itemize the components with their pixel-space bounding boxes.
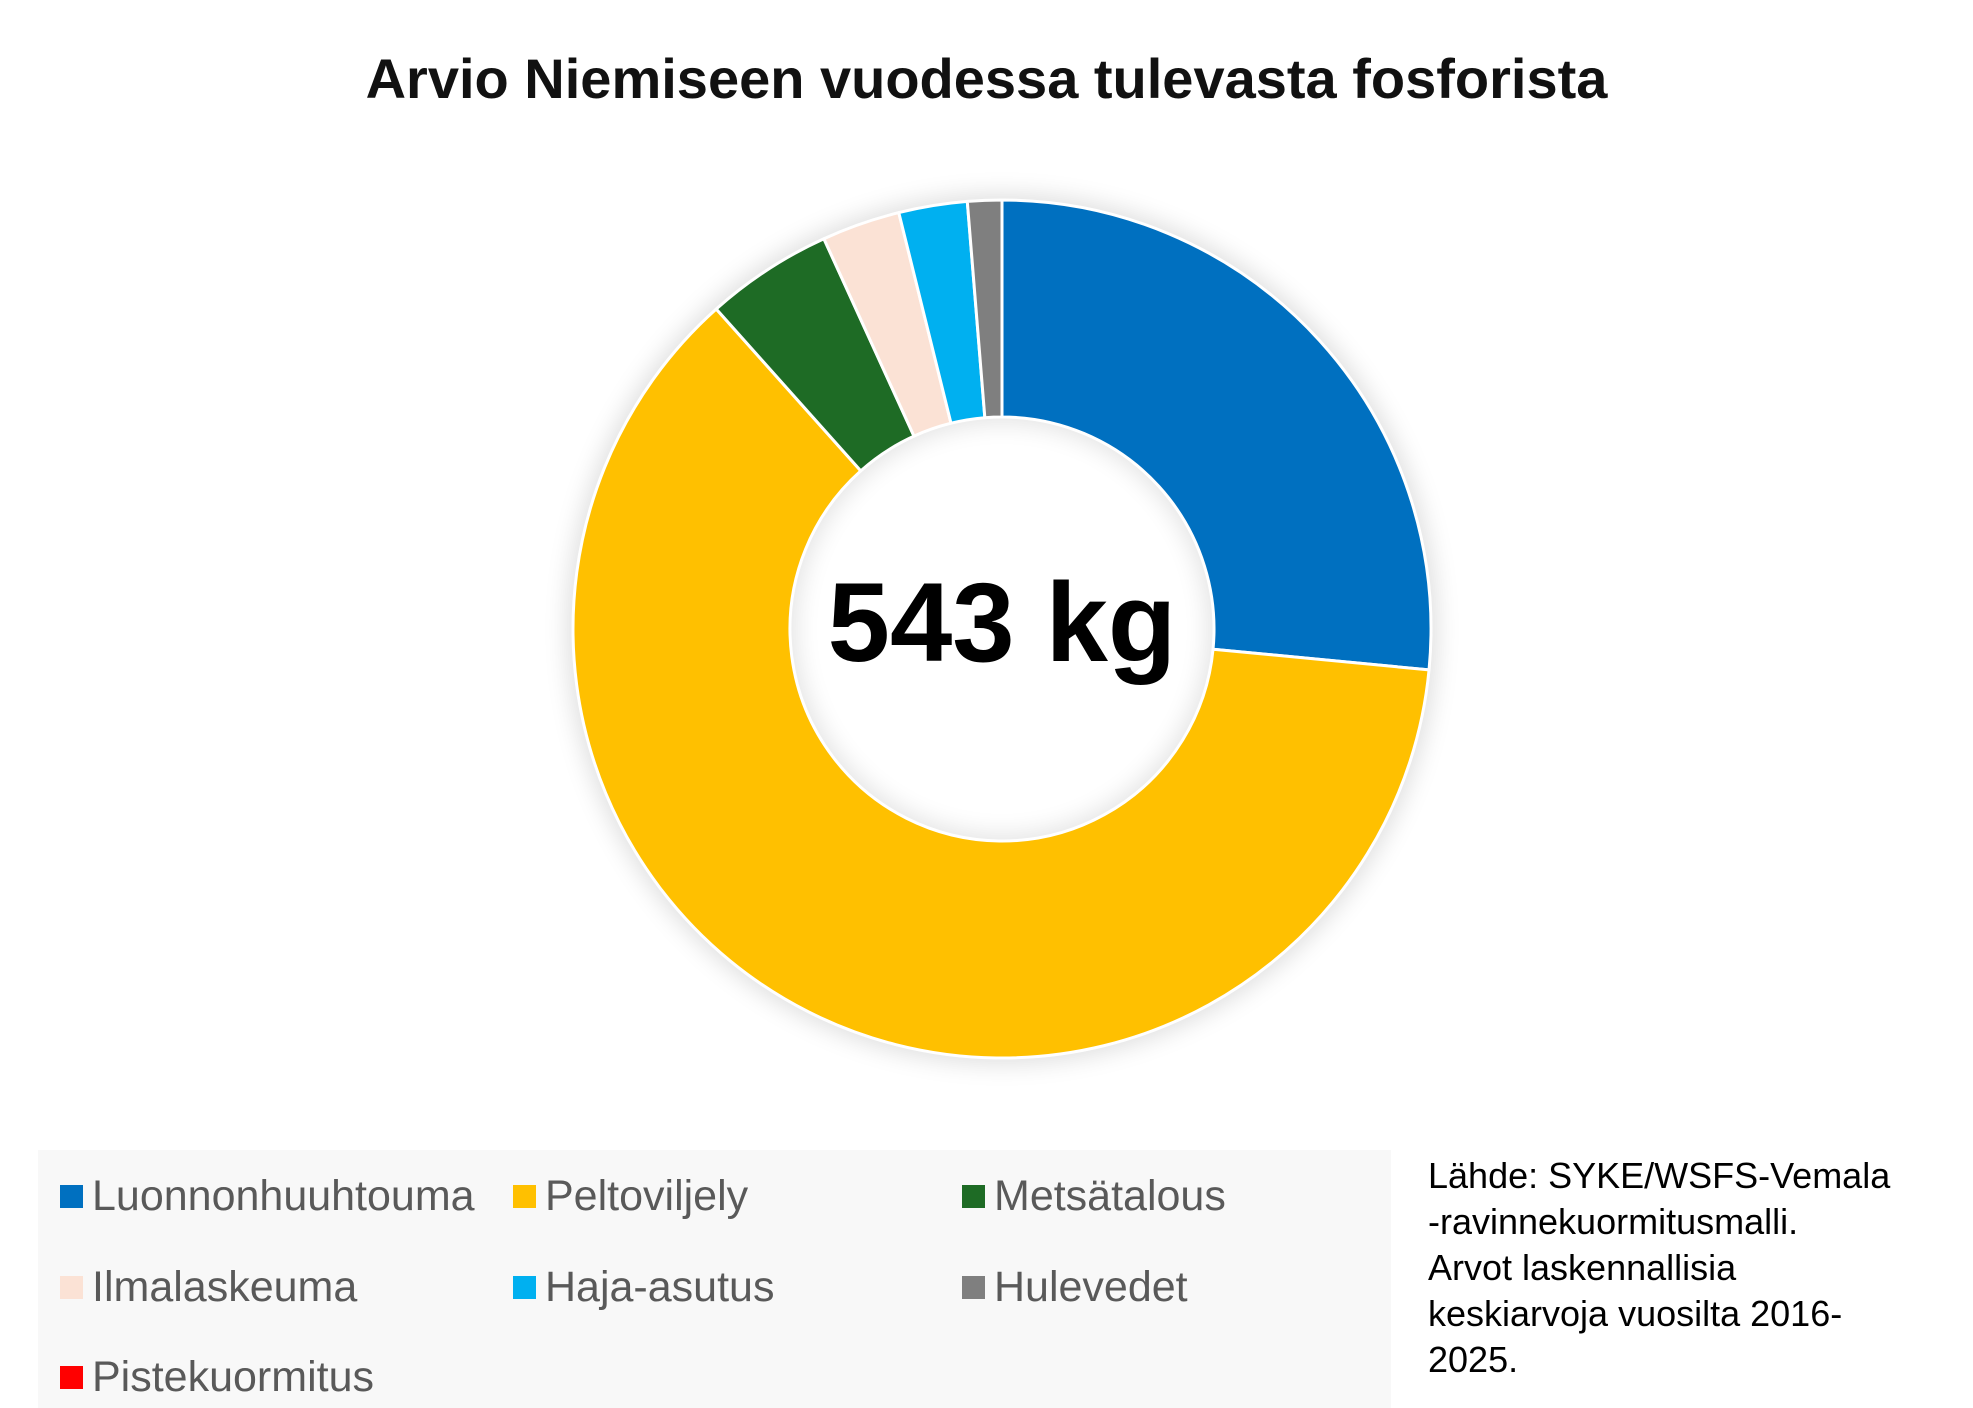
donut-inner-shadow <box>790 417 1214 841</box>
legend-marker-hulevedet <box>962 1275 985 1299</box>
legend-label-luonnonhuuhtouma: Luonnonhuuhtouma <box>92 1171 475 1220</box>
source-note-line: Arvot laskennallisia <box>1428 1247 1737 1288</box>
legend-marker-metsatalous <box>962 1184 985 1208</box>
source-note-line: -ravinnekuormitusmalli. <box>1428 1201 1799 1242</box>
legend-label-pistekuormitus: Pistekuormitus <box>92 1352 374 1401</box>
legend-label-ilmalaskeuma: Ilmalaskeuma <box>92 1262 358 1311</box>
legend: Luonnonhuuhtouma Peltoviljely Metsätalou… <box>38 1150 1391 1408</box>
legend-item-metsatalous: Metsätalous <box>962 1171 1226 1221</box>
legend-item-pistekuormitus: Pistekuormitus <box>60 1352 374 1402</box>
donut-chart <box>571 198 1433 1060</box>
legend-marker-luonnonhuuhtouma <box>60 1184 83 1208</box>
legend-item-haja-asutus: Haja-asutus <box>513 1262 774 1312</box>
source-note: Lähde: SYKE/WSFS-Vemala -ravinnekuormitu… <box>1428 1153 1958 1383</box>
legend-label-metsatalous: Metsätalous <box>994 1171 1226 1220</box>
legend-marker-peltoviljely <box>513 1184 536 1208</box>
chart-title: Arvio Niemiseen vuodessa tulevasta fosfo… <box>365 47 1608 110</box>
source-note-line: Lähde: SYKE/WSFS-Vemala <box>1428 1155 1891 1196</box>
legend-label-peltoviljely: Peltoviljely <box>545 1171 749 1220</box>
slice-hulevedet <box>965 198 1004 420</box>
donut-center-total: 543 kg <box>827 560 1177 685</box>
source-note-line: 2025. <box>1428 1339 1519 1380</box>
legend-label-hulevedet: Hulevedet <box>994 1262 1188 1311</box>
legend-marker-haja-asutus <box>513 1275 536 1299</box>
legend-marker-pistekuormitus <box>60 1365 83 1389</box>
legend-item-ilmalaskeuma: Ilmalaskeuma <box>60 1262 357 1312</box>
legend-item-hulevedet: Hulevedet <box>962 1262 1188 1312</box>
legend-label-haja-asutus: Haja-asutus <box>545 1262 775 1311</box>
source-note-line: keskiarvoja vuosilta 2016- <box>1428 1293 1843 1334</box>
legend-item-peltoviljely: Peltoviljely <box>513 1171 748 1221</box>
slice-luonnonhuuhtouma <box>1000 198 1433 672</box>
legend-item-luonnonhuuhtouma: Luonnonhuuhtouma <box>60 1171 475 1221</box>
slice-peltoviljely <box>571 307 1431 1060</box>
legend-marker-ilmalaskeuma <box>60 1275 83 1299</box>
